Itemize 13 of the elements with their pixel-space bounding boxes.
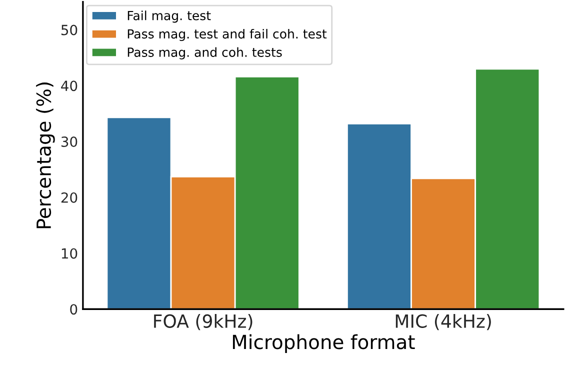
y-tick-label: 30 — [61, 136, 78, 147]
legend-label: Fail mag. test — [128, 10, 211, 23]
y-tick-label: 10 — [62, 248, 78, 259]
legend-label: Pass mag. and coh. tests — [128, 47, 282, 60]
y-axis-title: Percentage (%) — [36, 82, 55, 228]
y-tick-label: 0 — [70, 304, 78, 315]
x-axis-title: Microphone format — [232, 334, 415, 354]
y-tick-label: 40 — [61, 80, 78, 92]
legend-label: Pass mag. test and fail coh. test — [128, 28, 327, 42]
y-tick-label: 50 — [61, 24, 78, 36]
y-tick-label: 20 — [61, 192, 78, 203]
x-tick-label: MIC (4kHz) — [396, 314, 491, 330]
x-tick-label: FOA (9kHz) — [154, 314, 252, 330]
